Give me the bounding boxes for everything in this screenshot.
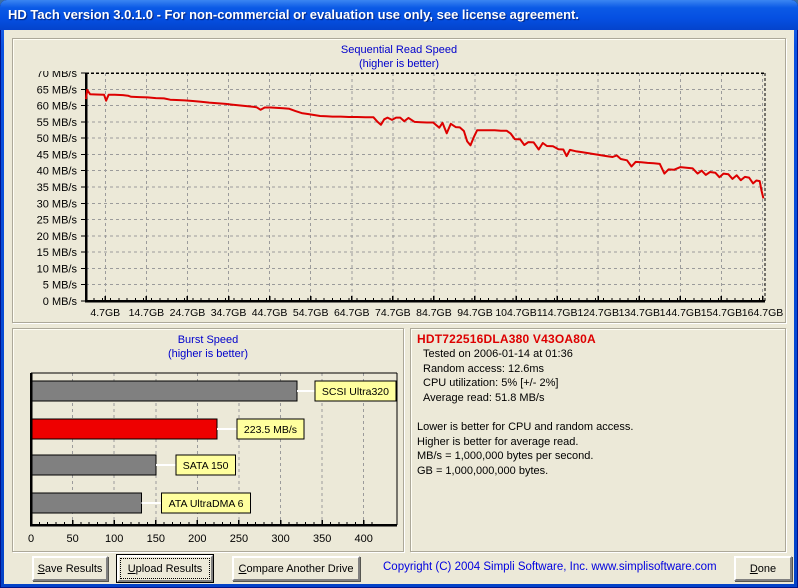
- y-axis-tick-label: 40 MB/s: [37, 166, 78, 178]
- done-label: one: [757, 562, 777, 575]
- compare-another-drive-button[interactable]: Compare Another Drive: [232, 556, 360, 581]
- burst-axis-tick-label: 300: [271, 533, 289, 545]
- random-access-line: Random access: 12.6ms: [423, 362, 545, 375]
- x-axis-tick-label: 4.7GB: [90, 307, 120, 319]
- client-area: Sequential Read Speed (higher is better)…: [4, 30, 794, 584]
- sequential-chart-header: Sequential Read Speed (higher is better): [13, 39, 785, 71]
- burst-axis-tick-label: 50: [66, 533, 78, 545]
- note-line: GB = 1,000,000,000 bytes.: [417, 464, 549, 477]
- burst-axis-tick-label: 150: [147, 533, 165, 545]
- burst-axis-tick-label: 0: [28, 533, 34, 545]
- upload-label: pload Results: [135, 562, 203, 575]
- x-axis-tick-label: 114.7GB: [537, 307, 578, 319]
- save-label: ave Results: [44, 562, 103, 575]
- y-axis-tick-label: 0 MB/s: [43, 296, 78, 308]
- burst-bar: [31, 380, 298, 402]
- read-speed-line: [85, 88, 765, 199]
- note-line: Higher is better for average read.: [417, 435, 579, 448]
- save-results-button[interactable]: Save Results: [32, 556, 108, 581]
- upload-mnemonic: U: [127, 562, 136, 575]
- tested-on-line: Tested on 2006-01-14 at 01:36: [423, 348, 573, 360]
- done-mnemonic: D: [749, 562, 758, 575]
- burst-bar-label-text: SCSI Ultra320: [322, 386, 389, 398]
- y-axis-tick-label: 45 MB/s: [37, 149, 78, 161]
- copyright-text: Copyright (C) 2004 Simpli Software, Inc.…: [383, 561, 717, 573]
- burst-bar-label-box: [175, 454, 237, 476]
- burst-axis-tick-label: 200: [188, 533, 206, 545]
- drive-model-label: HDT722516DLA380 V43OA80A: [417, 332, 596, 346]
- y-axis-tick-label: 30 MB/s: [37, 198, 78, 210]
- x-axis-tick-label: 104.7GB: [495, 307, 536, 319]
- y-axis-tick-label: 15 MB/s: [37, 247, 78, 259]
- window-titlebar[interactable]: HD Tach version 3.0.1.0 - For non-commer…: [0, 0, 798, 30]
- done-button[interactable]: Done: [734, 556, 792, 581]
- x-axis-tick-label: 44.7GB: [252, 307, 288, 319]
- x-axis-tick-label: 24.7GB: [170, 307, 206, 319]
- burst-bar-label-text: ATA UltraDMA 6: [169, 498, 244, 510]
- x-axis-tick-label: 74.7GB: [375, 307, 411, 319]
- x-axis-tick-label: 134.7GB: [619, 307, 660, 319]
- y-axis-tick-label: 25 MB/s: [37, 215, 78, 227]
- compare-mnemonic: C: [238, 562, 247, 575]
- y-axis-tick-label: 55 MB/s: [37, 117, 78, 129]
- burst-axis-tick-label: 100: [105, 533, 123, 545]
- note-line: MB/s = 1,000,000 bytes per second.: [417, 450, 594, 462]
- sequential-read-panel: Sequential Read Speed (higher is better)…: [12, 38, 786, 323]
- info-notes: Lower is better for CPU and random acces…: [417, 420, 780, 478]
- average-read-line: Average read: 51.8 MB/s: [423, 391, 545, 404]
- y-axis-tick-label: 70 MB/s: [37, 71, 78, 80]
- x-axis-tick-label: 64.7GB: [334, 307, 370, 319]
- y-axis-tick-label: 35 MB/s: [37, 182, 78, 194]
- x-axis-tick-label: 154.7GB: [701, 307, 742, 319]
- x-axis-tick-label: 124.7GB: [578, 307, 619, 319]
- save-mnemonic: S: [37, 562, 45, 575]
- burst-chart-header: Burst Speed (higher is better): [13, 329, 403, 361]
- x-axis-tick-label: 94.7GB: [457, 307, 493, 319]
- burst-bar: [31, 454, 157, 476]
- burst-speed-chart: 0 50 100 150 200 250 300 350 400 SCSI Ultra320 223…: [28, 372, 398, 545]
- burst-chart-title: Burst Speed: [177, 334, 239, 346]
- burst-bar-label-box: [161, 492, 252, 514]
- burst-bar: [31, 492, 143, 514]
- sequential-chart-title: Sequential Read Speed: [340, 44, 458, 56]
- burst-bar: [31, 418, 218, 440]
- y-axis-tick-label: 60 MB/s: [37, 101, 78, 113]
- drive-info-content: HDT722516DLA380 V43OA80A Tested on 2006-…: [411, 329, 785, 478]
- drive-info-panel: HDT722516DLA380 V43OA80A Tested on 2006-…: [410, 328, 786, 552]
- burst-bar-label-box: [236, 418, 305, 440]
- burst-bar-label-text: 223.5 MB/s: [244, 424, 297, 436]
- burst-bar-label-text: SATA 150: [183, 460, 229, 472]
- sequential-read-chart: 0 MB/s 5 MB/s 10 MB/s 15 MB/s 20 MB/s 25 MB/s…: [37, 71, 784, 319]
- x-axis-tick-label: 84.7GB: [416, 307, 452, 319]
- burst-bar-label-box: [314, 380, 397, 402]
- y-axis-tick-label: 50 MB/s: [37, 133, 78, 145]
- upload-results-button[interactable]: Upload Results: [117, 555, 213, 582]
- y-axis-tick-label: 20 MB/s: [37, 231, 78, 243]
- y-axis-tick-label: 5 MB/s: [43, 280, 78, 292]
- cpu-utilization-line: CPU utilization: 5% [+/- 2%]: [423, 377, 559, 389]
- x-axis-tick-label: 54.7GB: [293, 307, 329, 319]
- y-axis-tick-label: 65 MB/s: [37, 84, 78, 96]
- sequential-chart-subtitle: (higher is better): [358, 58, 440, 70]
- x-axis-tick-label: 144.7GB: [660, 307, 701, 319]
- x-axis-tick-label: 164.7GB: [742, 307, 783, 319]
- x-axis-tick-label: 34.7GB: [211, 307, 247, 319]
- note-line: Lower is better for CPU and random acces…: [417, 421, 634, 433]
- burst-speed-panel: Burst Speed (higher is better) 0 50 100 150…: [12, 328, 404, 552]
- x-axis-tick-label: 14.7GB: [129, 307, 165, 319]
- burst-chart-subtitle: (higher is better): [167, 348, 249, 360]
- window-title: HD Tach version 3.0.1.0 - For non-commer…: [8, 7, 579, 22]
- burst-axis-tick-label: 250: [230, 533, 248, 545]
- y-axis-tick-label: 10 MB/s: [37, 263, 78, 275]
- burst-axis-tick-label: 350: [313, 533, 331, 545]
- burst-axis-tick-label: 400: [355, 533, 373, 545]
- compare-label: ompare Another Drive: [246, 562, 354, 575]
